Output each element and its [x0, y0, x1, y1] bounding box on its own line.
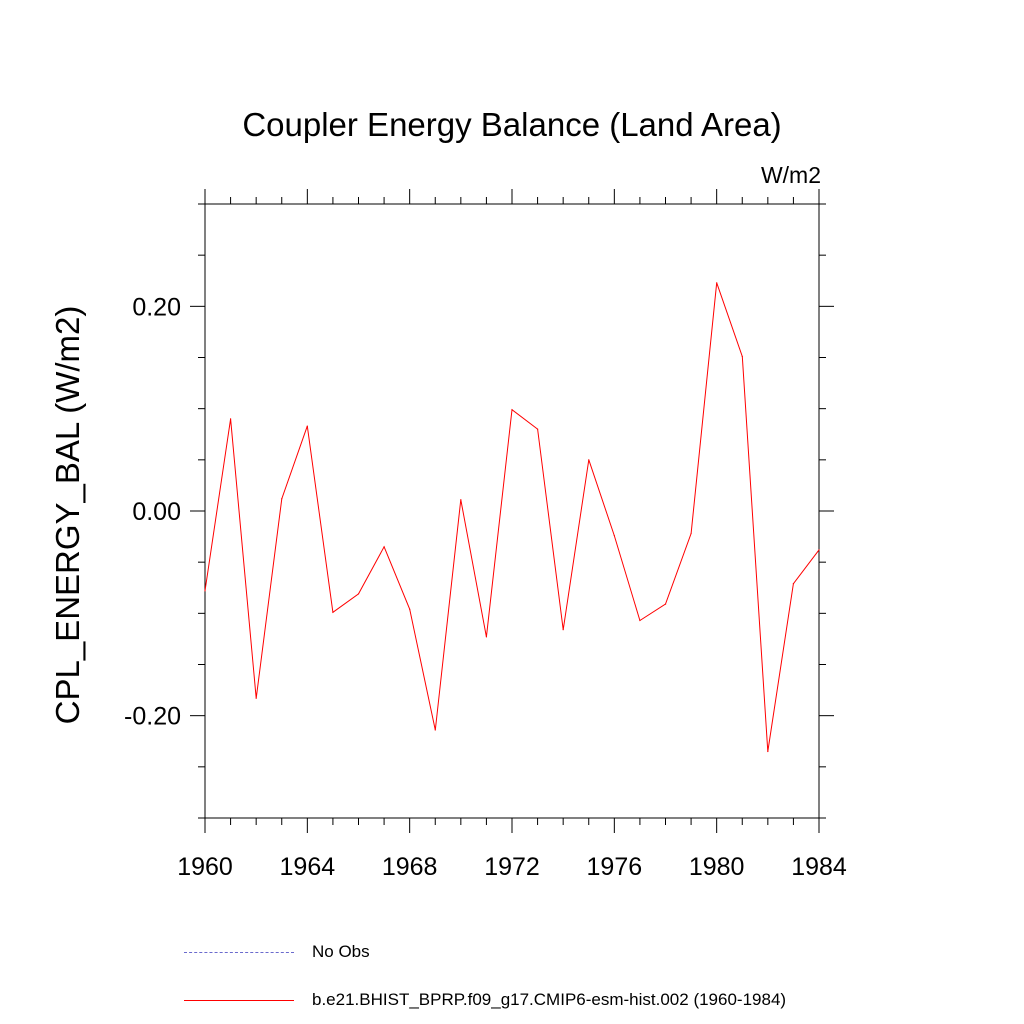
data-point: [485, 636, 488, 638]
data-point: [204, 590, 206, 592]
x-tick-label: 1980: [689, 853, 745, 881]
x-tick-label: 1968: [382, 853, 438, 881]
plot-frame: [204, 203, 820, 819]
data-point: [690, 532, 692, 535]
data-point: [460, 499, 462, 501]
data-point: [409, 608, 411, 610]
data-point: [306, 425, 308, 427]
data-point: [536, 428, 539, 430]
data-point: [818, 549, 820, 551]
x-tick-label: 1960: [177, 853, 233, 881]
units-label: W/m2: [760, 162, 821, 188]
data-point: [281, 498, 283, 500]
data-point: [588, 459, 590, 461]
data-point: [255, 697, 257, 699]
data-point: [716, 282, 718, 284]
data-point: [229, 418, 232, 420]
data-point: [767, 750, 769, 753]
data-point: [792, 583, 795, 585]
legend-label: b.e21.BHIST_BPRP.f09_g17.CMIP6-esm-hist.…: [312, 990, 787, 1009]
data-point: [639, 619, 641, 622]
data-point: [664, 603, 667, 605]
data-point: [357, 593, 360, 595]
y-tick-label: 0.20: [132, 293, 181, 321]
data-point: [562, 629, 564, 631]
data-point: [613, 534, 615, 537]
y-tick-label: 0.00: [132, 498, 181, 526]
legend-label: No Obs: [312, 942, 370, 961]
x-tick-label: 1972: [484, 853, 540, 881]
data-point: [741, 355, 743, 358]
x-tick-label: 1976: [587, 853, 643, 881]
data-point: [332, 611, 334, 613]
y-tick-label: -0.20: [124, 703, 181, 731]
x-tick-label: 1964: [280, 853, 336, 881]
data-point: [434, 729, 436, 731]
series-line: [204, 282, 820, 752]
chart-title: Coupler Energy Balance (Land Area): [242, 106, 782, 143]
legend-swatch-solid: [184, 1000, 294, 1001]
data-point: [511, 409, 513, 411]
x-tick-label: 1984: [791, 853, 847, 881]
legend-swatch-dashed: [184, 952, 294, 953]
data-point: [383, 546, 385, 548]
